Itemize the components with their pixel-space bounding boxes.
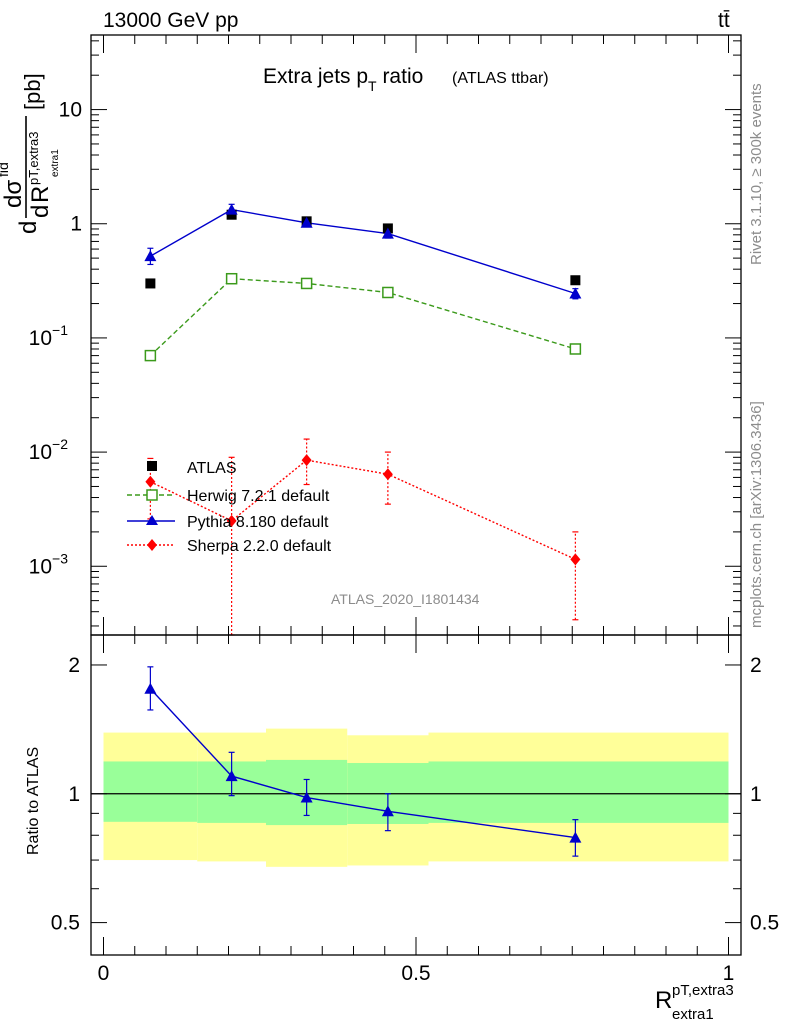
ylabel-pt-sup: pT,extra3 (26, 132, 41, 185)
legend-entry-sherpa: Sherpa 2.2.0 default (127, 538, 332, 555)
legend-label-herwig: Herwig 7.2.1 default (187, 488, 330, 505)
mcplots-label: mcplots.cern.ch [arXiv:1306.3436] (748, 401, 765, 628)
band-inner (103, 761, 198, 822)
herwig-point (382, 286, 394, 299)
pythia-point (381, 227, 394, 239)
ylabel-dsigma: dσ (0, 180, 27, 208)
x-axis-label: R pT,extra3 extra1 (655, 982, 734, 1023)
legend-entry-atlas: ATLAS (147, 460, 237, 477)
ylabel-R: R (27, 186, 54, 203)
main-y-tick-label: 10 (59, 99, 82, 122)
chart-title-tag: (ATLAS ttbar) (452, 70, 549, 87)
main-y-axis-label: d R pT,extra3 extra1 dσ fid d [pb] (0, 73, 61, 234)
herwig-point (225, 272, 238, 285)
ratio-pythia-point (300, 791, 313, 803)
legend-entry-herwig: Herwig 7.2.1 default (127, 488, 330, 505)
main-panel: 10−3 10−2 10−1 1 10 Extra jets pT ratio (ATL… (0, 34, 742, 636)
sherpa-point (570, 553, 581, 566)
pythia-point (225, 203, 238, 215)
ylabel-d-denominator: d (27, 205, 54, 218)
legend-label-sherpa: Sherpa 2.2.0 default (187, 538, 332, 555)
pythia-point (144, 250, 157, 262)
legend-entry-pythia: Pythia 8.180 default (127, 514, 329, 531)
analysis-watermark: ATLAS_2020_I1801434 (331, 591, 480, 607)
xlabel-sub: extra1 (672, 1006, 714, 1023)
atlas-point (570, 275, 581, 286)
series-line-1 (149, 278, 576, 357)
ylabel-extra1-sub: extra1 (50, 149, 61, 177)
ratio-uncertainty-bands (103, 728, 729, 867)
main-y-ticks: 10−3 10−2 10−1 1 10 (29, 40, 741, 627)
legend-marker-atlas (147, 461, 157, 471)
ratio-y-tick-label: 1 (68, 783, 80, 806)
legend-marker-herwig (146, 489, 158, 501)
x-tick-label: 0 (98, 962, 110, 985)
ylabel-fid: fid (0, 162, 11, 177)
legend-label-atlas: ATLAS (187, 460, 237, 477)
sherpa-point (382, 468, 393, 481)
ratio-y-tick-label: 2 (68, 654, 80, 677)
ratio-y-tick-label-right: 2 (750, 654, 762, 677)
ratio-pythia-point (569, 831, 582, 843)
ratio-pythia-point (144, 682, 157, 694)
legend-label-pythia: Pythia 8.180 default (187, 514, 329, 531)
main-series-lines (149, 208, 576, 560)
legend-marker-sherpa (147, 539, 157, 551)
ratio-markers (144, 682, 582, 843)
herwig-point (569, 343, 582, 355)
xlabel-sup: pT,extra3 (672, 982, 734, 999)
main-y-tick-label: 1 (70, 213, 82, 236)
main-y-tick-label: 10−2 (29, 436, 69, 464)
pythia-point (569, 287, 582, 299)
band-inner (428, 761, 729, 823)
x-tick-label: 1 (723, 962, 735, 985)
sherpa-point (145, 475, 156, 488)
atlas-point (145, 278, 156, 289)
sherpa-point (226, 514, 237, 527)
ratio-y-tick-label-right: 1 (750, 783, 762, 806)
ratio-pythia-point (225, 770, 238, 782)
main-markers (144, 203, 582, 566)
herwig-point (300, 277, 313, 290)
ratio-frame (90, 634, 742, 956)
herwig-point (144, 349, 157, 362)
ratio-y-tick-label-right: 0.5 (750, 912, 779, 935)
ratio-y-axis-label: Ratio to ATLAS (25, 747, 42, 855)
ylabel-unit: [pb] (20, 73, 45, 110)
x-tick-label: 0.5 (401, 962, 430, 985)
main-y-tick-label: 10−3 (29, 550, 69, 578)
series-line-3 (150, 459, 576, 560)
ratio-panel: 0.5 0.5 1 1 2 2 0 0.5 1 Ratio to ATLAS R pT,extr… (25, 634, 779, 1023)
ylabel-d-numerator: d (15, 221, 42, 234)
chart-title: Extra jets pT ratio (263, 65, 423, 94)
ratio-x-ticks (103, 635, 729, 955)
xlabel-R: R (655, 987, 672, 1014)
atlas-point (226, 209, 237, 220)
main-x-ticks (103, 35, 729, 635)
ratio-y-ticks: 0.5 0.5 1 1 2 2 0 0.5 1 (51, 654, 779, 985)
pythia-point (300, 216, 313, 228)
header-process: tt̄ (718, 9, 730, 32)
rivet-label: Rivet 3.1.10, ≥ 300k events (748, 83, 765, 265)
sherpa-point (301, 454, 312, 467)
ratio-y-tick-label: 0.5 (51, 912, 80, 935)
legend: ATLAS Herwig 7.2.1 default Pythia 8.180 … (127, 460, 332, 555)
ratio-pythia-point (381, 805, 394, 817)
main-error-bars (147, 203, 579, 636)
legend-marker-pythia (146, 515, 158, 525)
header-energy: 13000 GeV pp (103, 9, 238, 32)
main-y-tick-label: 10−1 (29, 322, 69, 350)
series-line-2 (150, 208, 576, 295)
